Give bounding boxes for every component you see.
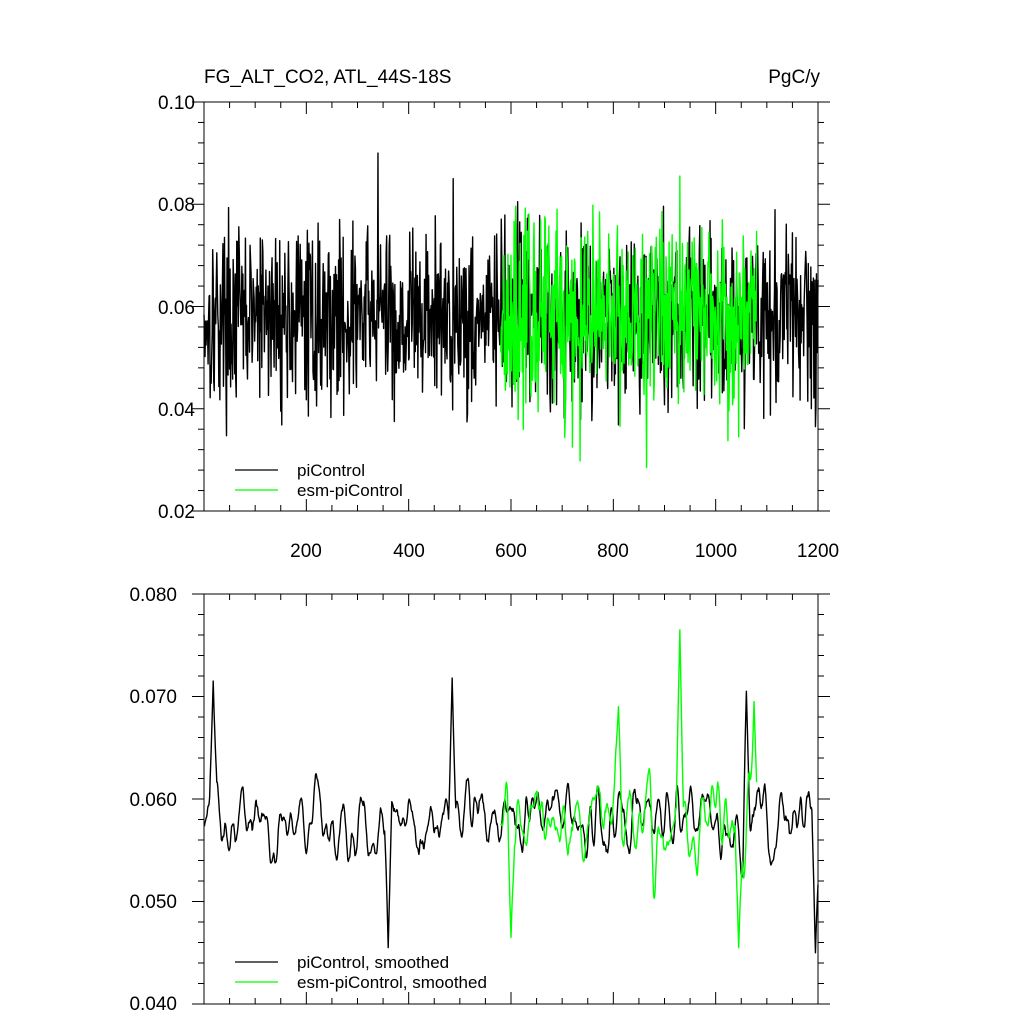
top-legend-label-picontrol: piControl bbox=[297, 461, 365, 480]
top-units: PgC/y bbox=[768, 67, 820, 88]
bottom-series-line-picontrol bbox=[203, 677, 819, 954]
bottom-legend: piControl, smoothed esm-piControl, smoot… bbox=[235, 953, 487, 992]
bottom-ytick-label: 0.060 bbox=[129, 790, 177, 811]
top-ytick-label: 0.10 bbox=[158, 93, 195, 114]
top-title: FG_ALT_CO2, ATL_44S-18S bbox=[204, 67, 451, 88]
bottom-ytick-label: 0.070 bbox=[129, 687, 177, 708]
top-xtick-label: 1000 bbox=[695, 541, 737, 562]
top-xtick-label: 600 bbox=[495, 541, 527, 562]
top-panel: FG_ALT_CO2, ATL_44S-18S PgC/y 0.10 0.08 … bbox=[158, 67, 839, 562]
bottom-legend-label-picontrol: piControl, smoothed bbox=[297, 953, 449, 972]
top-series-lines bbox=[203, 152, 819, 469]
bottom-ytick-label: 0.050 bbox=[129, 892, 177, 913]
top-ytick-label: 0.02 bbox=[158, 502, 195, 523]
top-series-line-esm-picontrol bbox=[500, 175, 758, 469]
top-xtick-label: 1200 bbox=[797, 541, 839, 562]
bottom-series-lines bbox=[203, 629, 819, 954]
bottom-ticks bbox=[192, 593, 830, 1005]
top-ytick-label: 0.06 bbox=[158, 298, 195, 319]
top-ticks bbox=[192, 101, 830, 512]
top-legend: piControl esm-piControl bbox=[235, 461, 403, 500]
top-ytick-label: 0.04 bbox=[158, 400, 195, 421]
top-legend-label-esm: esm-piControl bbox=[297, 481, 403, 500]
top-xtick-label: 200 bbox=[290, 541, 322, 562]
bottom-ytick-label: 0.040 bbox=[129, 994, 177, 1015]
bottom-panel: 0.080 0.070 0.060 0.050 0.040 piControl,… bbox=[129, 585, 830, 1015]
top-xtick-label: 800 bbox=[597, 541, 629, 562]
bottom-ytick-label: 0.080 bbox=[129, 585, 177, 606]
top-ytick-label: 0.08 bbox=[158, 195, 195, 216]
top-xtick-label: 400 bbox=[393, 541, 425, 562]
bottom-series-line-esm-picontrol bbox=[500, 629, 758, 949]
bottom-legend-label-esm: esm-piControl, smoothed bbox=[297, 973, 487, 992]
